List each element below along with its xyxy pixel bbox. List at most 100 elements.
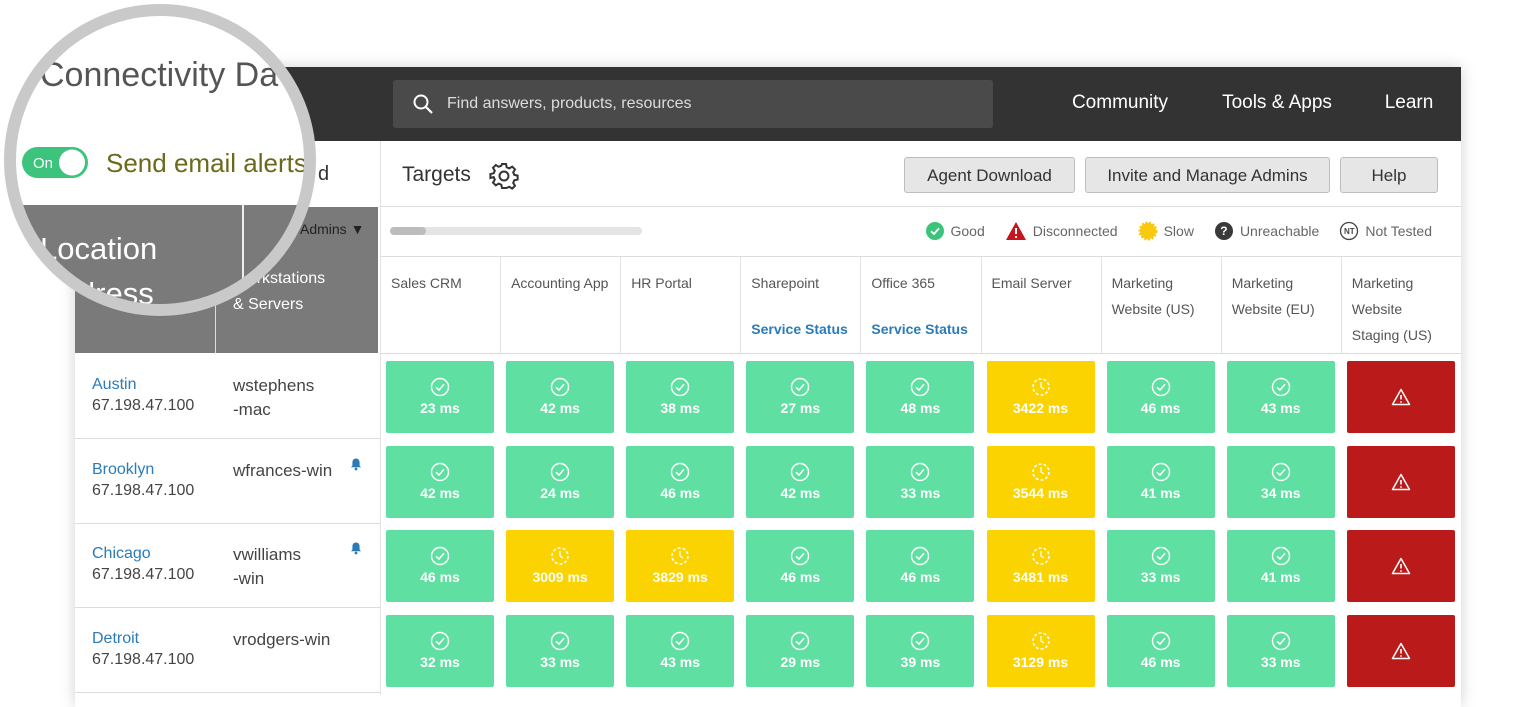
status-tile[interactable] xyxy=(1346,615,1455,687)
button[interactable]: Agent Download xyxy=(904,157,1075,193)
magnifier-lens: Connectivity Da On Send email alerts Loc… xyxy=(4,4,316,316)
status-tile[interactable]: 3481 ms xyxy=(986,530,1095,602)
status-tile[interactable]: 41 ms xyxy=(1106,446,1215,518)
target-name: Marketing Website (US) xyxy=(1111,275,1195,317)
status-tile[interactable]: 3544 ms xyxy=(986,446,1095,518)
target-name: Sales CRM xyxy=(391,275,462,291)
admin-filter[interactable]: Admins ▼ xyxy=(300,221,365,237)
divider xyxy=(380,141,381,695)
latency: 48 ms xyxy=(900,400,941,416)
status-tile[interactable]: 46 ms xyxy=(626,446,735,518)
alerts-label: Send email alerts xyxy=(106,148,307,178)
latency: 46 ms xyxy=(420,569,460,585)
latency: 46 ms xyxy=(780,569,821,585)
status-tile[interactable]: 33 ms xyxy=(506,615,615,687)
nav-link[interactable]: Community xyxy=(1071,92,1169,113)
legend-label: Disconnected xyxy=(1032,223,1118,239)
legend-item: Slow xyxy=(1138,221,1194,241)
status-tile[interactable]: 24 ms xyxy=(506,446,615,518)
latency: 32 ms xyxy=(420,654,460,670)
divider xyxy=(500,257,502,353)
latency: 3481 ms xyxy=(1012,569,1069,585)
status-tile[interactable]: 46 ms xyxy=(746,530,855,602)
ip-address: 67.198.47.100 xyxy=(92,566,195,583)
divider xyxy=(75,438,380,439)
status-tile[interactable]: 43 ms xyxy=(1226,361,1335,433)
status-tile[interactable] xyxy=(1346,446,1455,518)
latency: 46 ms xyxy=(900,569,941,585)
location-link[interactable]: Brooklyn xyxy=(92,461,155,478)
latency: 33 ms xyxy=(1260,654,1301,670)
button[interactable]: Help xyxy=(1340,157,1438,193)
ip-address: 67.198.47.100 xyxy=(92,397,195,414)
status-tile[interactable]: 23 ms xyxy=(386,361,494,433)
status-tile[interactable]: 41 ms xyxy=(1226,530,1335,602)
latency: 23 ms xyxy=(420,400,460,416)
divider xyxy=(1220,257,1222,353)
status-tile[interactable]: 43 ms xyxy=(626,615,735,687)
status-tile[interactable]: 42 ms xyxy=(386,446,494,518)
latency: 33 ms xyxy=(900,485,941,501)
target-name: Email Server xyxy=(991,275,1072,291)
status-tile[interactable]: 38 ms xyxy=(626,361,735,433)
divider xyxy=(380,256,1461,257)
latency: 3544 ms xyxy=(1012,485,1069,501)
status-tile[interactable]: 3422 ms xyxy=(986,361,1095,433)
status-tile[interactable]: 42 ms xyxy=(746,446,855,518)
toolbar-title: Targets xyxy=(402,163,471,186)
divider xyxy=(740,257,742,353)
status-tile[interactable]: 34 ms xyxy=(1226,446,1335,518)
status-tile[interactable]: 3829 ms xyxy=(626,530,735,602)
legend-item: ? Unreachable xyxy=(1214,221,1319,241)
target-name: HR Portal xyxy=(631,275,692,291)
status-tile[interactable] xyxy=(1346,361,1455,433)
location-link[interactable]: Chicago xyxy=(92,545,151,562)
legend-label: Unreachable xyxy=(1239,223,1320,239)
divider xyxy=(380,353,1461,354)
latency: 41 ms xyxy=(1260,569,1301,585)
status-tile[interactable]: 46 ms xyxy=(1106,615,1215,687)
location-link[interactable]: Detroit xyxy=(92,630,140,647)
status-tile[interactable]: 33 ms xyxy=(1106,530,1215,602)
latency: 33 ms xyxy=(540,654,580,670)
divider xyxy=(620,257,622,353)
ip-address: 67.198.47.100 xyxy=(92,482,195,499)
service-status-link[interactable]: Service Status xyxy=(871,321,968,337)
search-box[interactable]: Find answers, products, resources xyxy=(393,80,993,128)
divider xyxy=(860,257,862,353)
status-tile[interactable]: 33 ms xyxy=(866,446,975,518)
latency: 24 ms xyxy=(540,485,580,501)
status-tile[interactable]: 39 ms xyxy=(866,615,975,687)
status-tile[interactable]: 32 ms xyxy=(386,615,494,687)
divider xyxy=(980,257,982,353)
status-tile[interactable]: 3009 ms xyxy=(506,530,615,602)
status-tile[interactable]: 27 ms xyxy=(746,361,855,433)
divider xyxy=(1340,257,1342,353)
service-status-link[interactable]: Service Status xyxy=(751,321,848,337)
button[interactable]: Invite and Manage Admins xyxy=(1085,157,1330,193)
status-tile[interactable]: 46 ms xyxy=(866,530,975,602)
legend-item: Disconnected xyxy=(1005,221,1118,241)
status-tile[interactable]: 29 ms xyxy=(746,615,855,687)
nav-link[interactable]: Learn xyxy=(1384,92,1434,113)
status-tile[interactable]: 33 ms xyxy=(1226,615,1335,687)
status-tile[interactable]: 48 ms xyxy=(866,361,975,433)
legend-label: Slow xyxy=(1163,223,1194,239)
legend-item: Good xyxy=(925,221,985,241)
latency: 3009 ms xyxy=(532,569,588,585)
status-tile[interactable]: 46 ms xyxy=(1106,361,1215,433)
latency: 3422 ms xyxy=(1012,400,1069,416)
location-link[interactable]: Austin xyxy=(92,376,137,393)
hostname: wstephens -mac xyxy=(233,376,315,419)
settings-icon[interactable] xyxy=(489,161,519,196)
latency: 46 ms xyxy=(660,485,701,501)
status-tile[interactable] xyxy=(1346,530,1455,602)
legend-icon-text: ? xyxy=(1220,224,1228,238)
status-tile[interactable]: 46 ms xyxy=(386,530,494,602)
latency: 34 ms xyxy=(1260,485,1301,501)
status-tile[interactable]: 42 ms xyxy=(506,361,615,433)
latency: 27 ms xyxy=(780,400,821,416)
nav-link[interactable]: Tools & Apps xyxy=(1222,92,1332,113)
status-tile[interactable]: 3129 ms xyxy=(986,615,1095,687)
